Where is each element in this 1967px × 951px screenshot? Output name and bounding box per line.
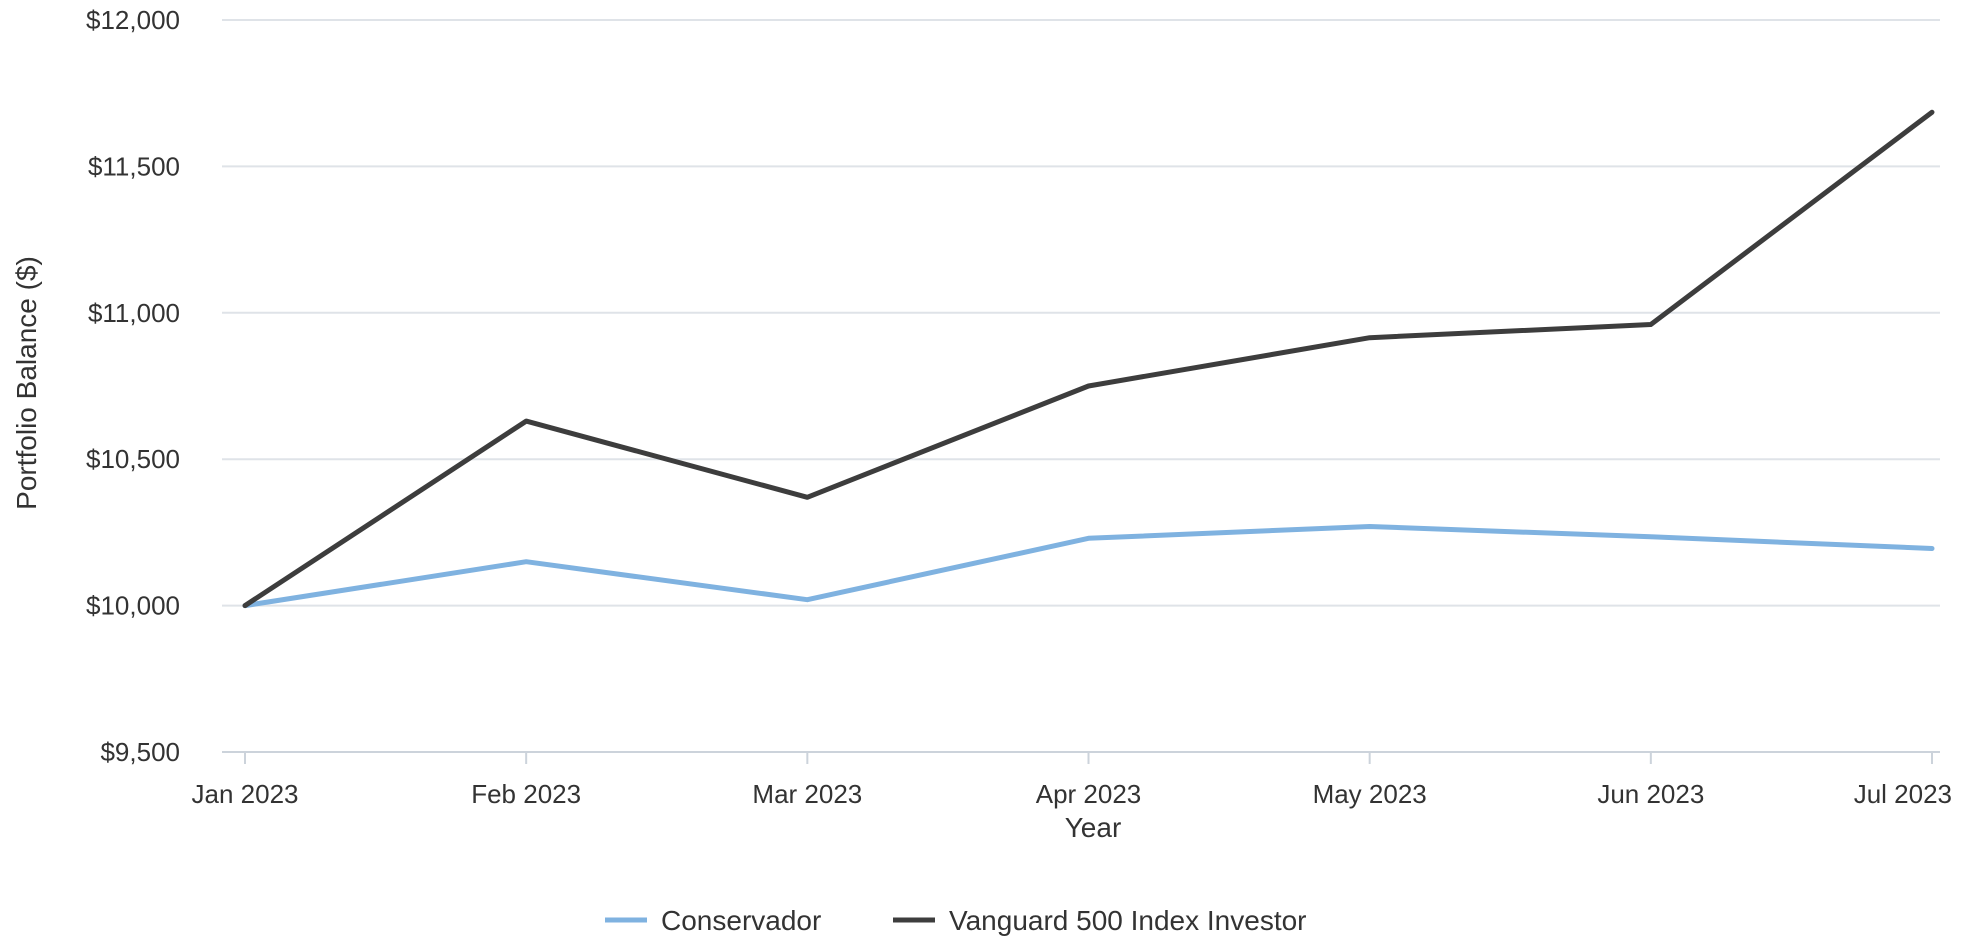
x-axis-title: Year [1065,812,1122,843]
x-tick-label: Jan 2023 [192,779,299,809]
y-tick-label: $11,000 [88,298,180,328]
y-tick-label: $10,500 [86,444,180,474]
legend-label: Conservador [661,905,821,936]
x-axis: Jan 2023 Feb 2023 Mar 2023 Apr 2023 May 2023… [192,751,1952,809]
x-tick-label: May 2023 [1313,779,1427,809]
series-group [242,524,1935,609]
y-axis-title: Portfolio Balance ($) [11,256,42,510]
y-tick-label: $11,500 [88,151,180,181]
x-tick-label: Mar 2023 [752,779,862,809]
y-axis: $9,500 $10,000 $10,500 $11,000 $11,500 $12,00… [86,5,180,767]
legend-label: Vanguard 500 Index Investor [949,905,1307,936]
x-tick-label: Jun 2023 [1597,779,1704,809]
series-lines [242,109,1935,609]
legend: Conservador Vanguard 500 Index Investor [605,905,1307,936]
legend-item: Conservador [605,905,821,936]
series-line [242,109,1935,609]
series-line [242,524,1935,609]
x-tick-label: Jul 2023 [1854,779,1952,809]
y-tick-label: $10,000 [86,591,180,621]
y-tick-label: $9,500 [100,737,180,767]
x-tick-label: Feb 2023 [471,779,581,809]
legend-item: Vanguard 500 Index Investor [893,905,1307,936]
y-tick-label: $12,000 [86,5,180,35]
x-tick-label: Apr 2023 [1036,779,1142,809]
gridlines [222,19,1940,607]
series-group [242,109,1935,609]
